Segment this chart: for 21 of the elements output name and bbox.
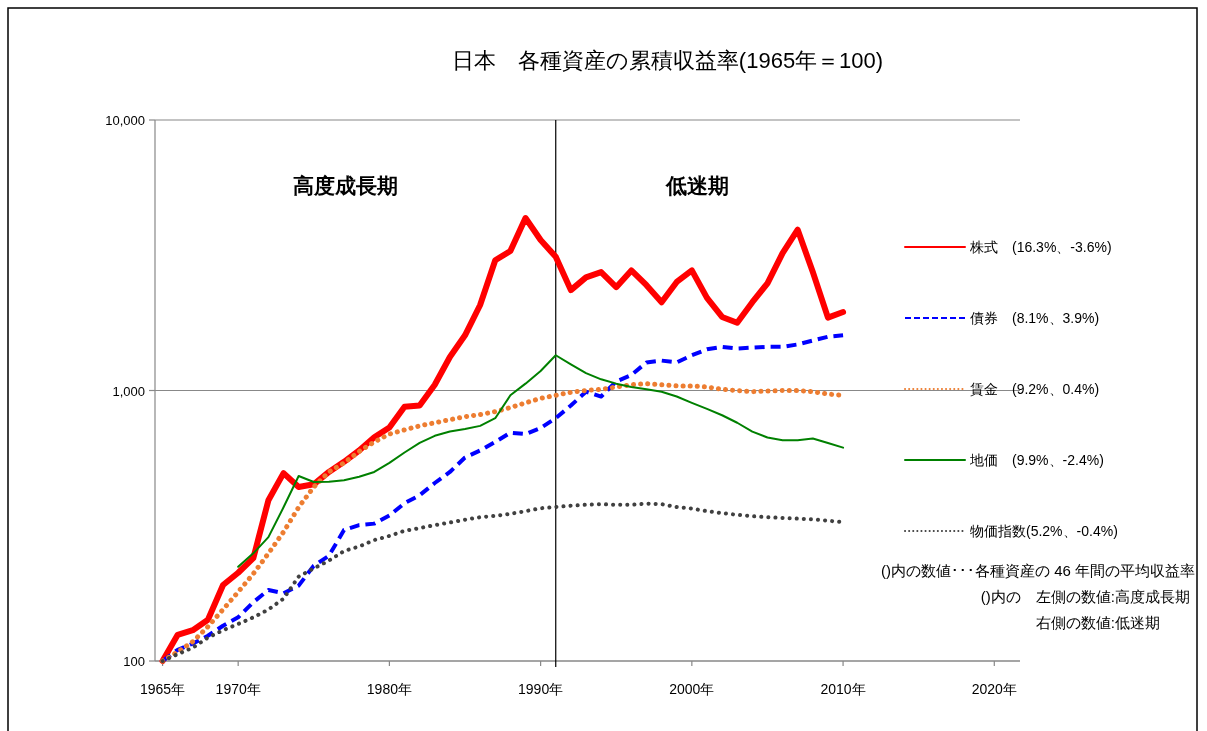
annotation: ()内の 左側の数値:高度成長期	[980, 588, 1190, 605]
y-tick-label: 1,000	[112, 383, 145, 399]
annotation: ()内の数値･･･各種資産の 46 年間の平均収益率	[880, 562, 1195, 579]
x-tick-label: 2020年	[971, 681, 1017, 697]
x-tick-label: 2010年	[820, 681, 866, 697]
legend-label: 株式 (16.3%、-3.6%)	[969, 239, 1112, 255]
legend-label: 地価 (9.9%、-2.4%)	[969, 452, 1104, 468]
x-tick-label: 2000年	[669, 681, 715, 697]
legend-label: 賃金 (9.2%、0.4%)	[970, 381, 1100, 397]
legend-label: 物価指数(5.2%、-0.4%)	[970, 523, 1118, 539]
x-tick-label: 1965年	[139, 681, 186, 697]
annotation: 低迷期	[664, 174, 729, 197]
x-tick-label: 1970年	[215, 681, 261, 697]
annotation: 高度成長期	[292, 174, 398, 197]
x-tick-label: 1990年	[518, 681, 564, 697]
text: 右側の数値:低迷期	[1035, 614, 1160, 631]
y-tick-label: 100	[123, 654, 145, 669]
chart-title: 日本 各種資産の累積収益率(1965年＝100)	[451, 48, 884, 73]
x-tick-label: 1980年	[366, 681, 412, 697]
legend-label: 債券 (8.1%、3.9%)	[970, 310, 1100, 326]
y-tick-label: 10,000	[105, 113, 145, 128]
